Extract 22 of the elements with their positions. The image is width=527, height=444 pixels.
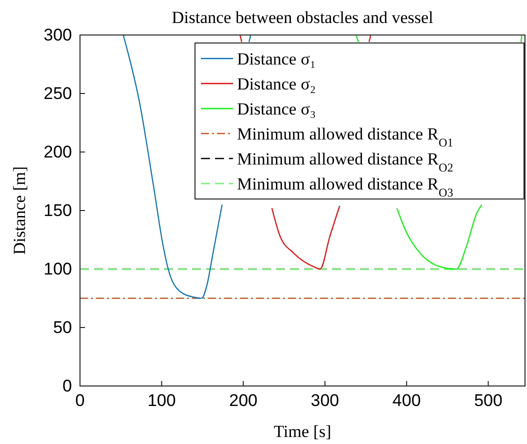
x-tick-label: 100	[147, 391, 176, 410]
legend-label: Distance σ₂	[237, 74, 316, 94]
y-tick-label: 100	[44, 259, 72, 278]
chart-title: Distance between obstacles and vessel	[172, 8, 434, 27]
legend-label: Minimum allowed distance R$_{O3}$	[237, 174, 454, 200]
x-tick-label: 0	[75, 391, 85, 410]
y-tick-label: 250	[44, 84, 72, 103]
x-tick-label: 500	[474, 391, 502, 410]
x-tick-label: 300	[310, 391, 340, 410]
legend-label: Distance σ₃	[237, 100, 316, 118]
y-tick-label: 300	[44, 25, 72, 44]
x-axis-title: Time [s]	[274, 422, 332, 441]
y-tick-label: 200	[44, 142, 72, 162]
legend-label: Minimum allowed distance R$_{O1}$	[237, 124, 454, 150]
x-tick-label: 200	[229, 391, 258, 410]
y-tick-label: 50	[53, 318, 72, 337]
legend-label: Minimum allowed distance R$_{O2}$	[237, 150, 454, 174]
legend-label: Distance σ₁	[237, 50, 316, 68]
x-tick-label: 400	[392, 391, 421, 410]
y-tick-label: 0	[62, 376, 72, 396]
y-tick-label: 150	[44, 200, 72, 220]
y-axis-title: Distance [m]	[10, 166, 29, 255]
